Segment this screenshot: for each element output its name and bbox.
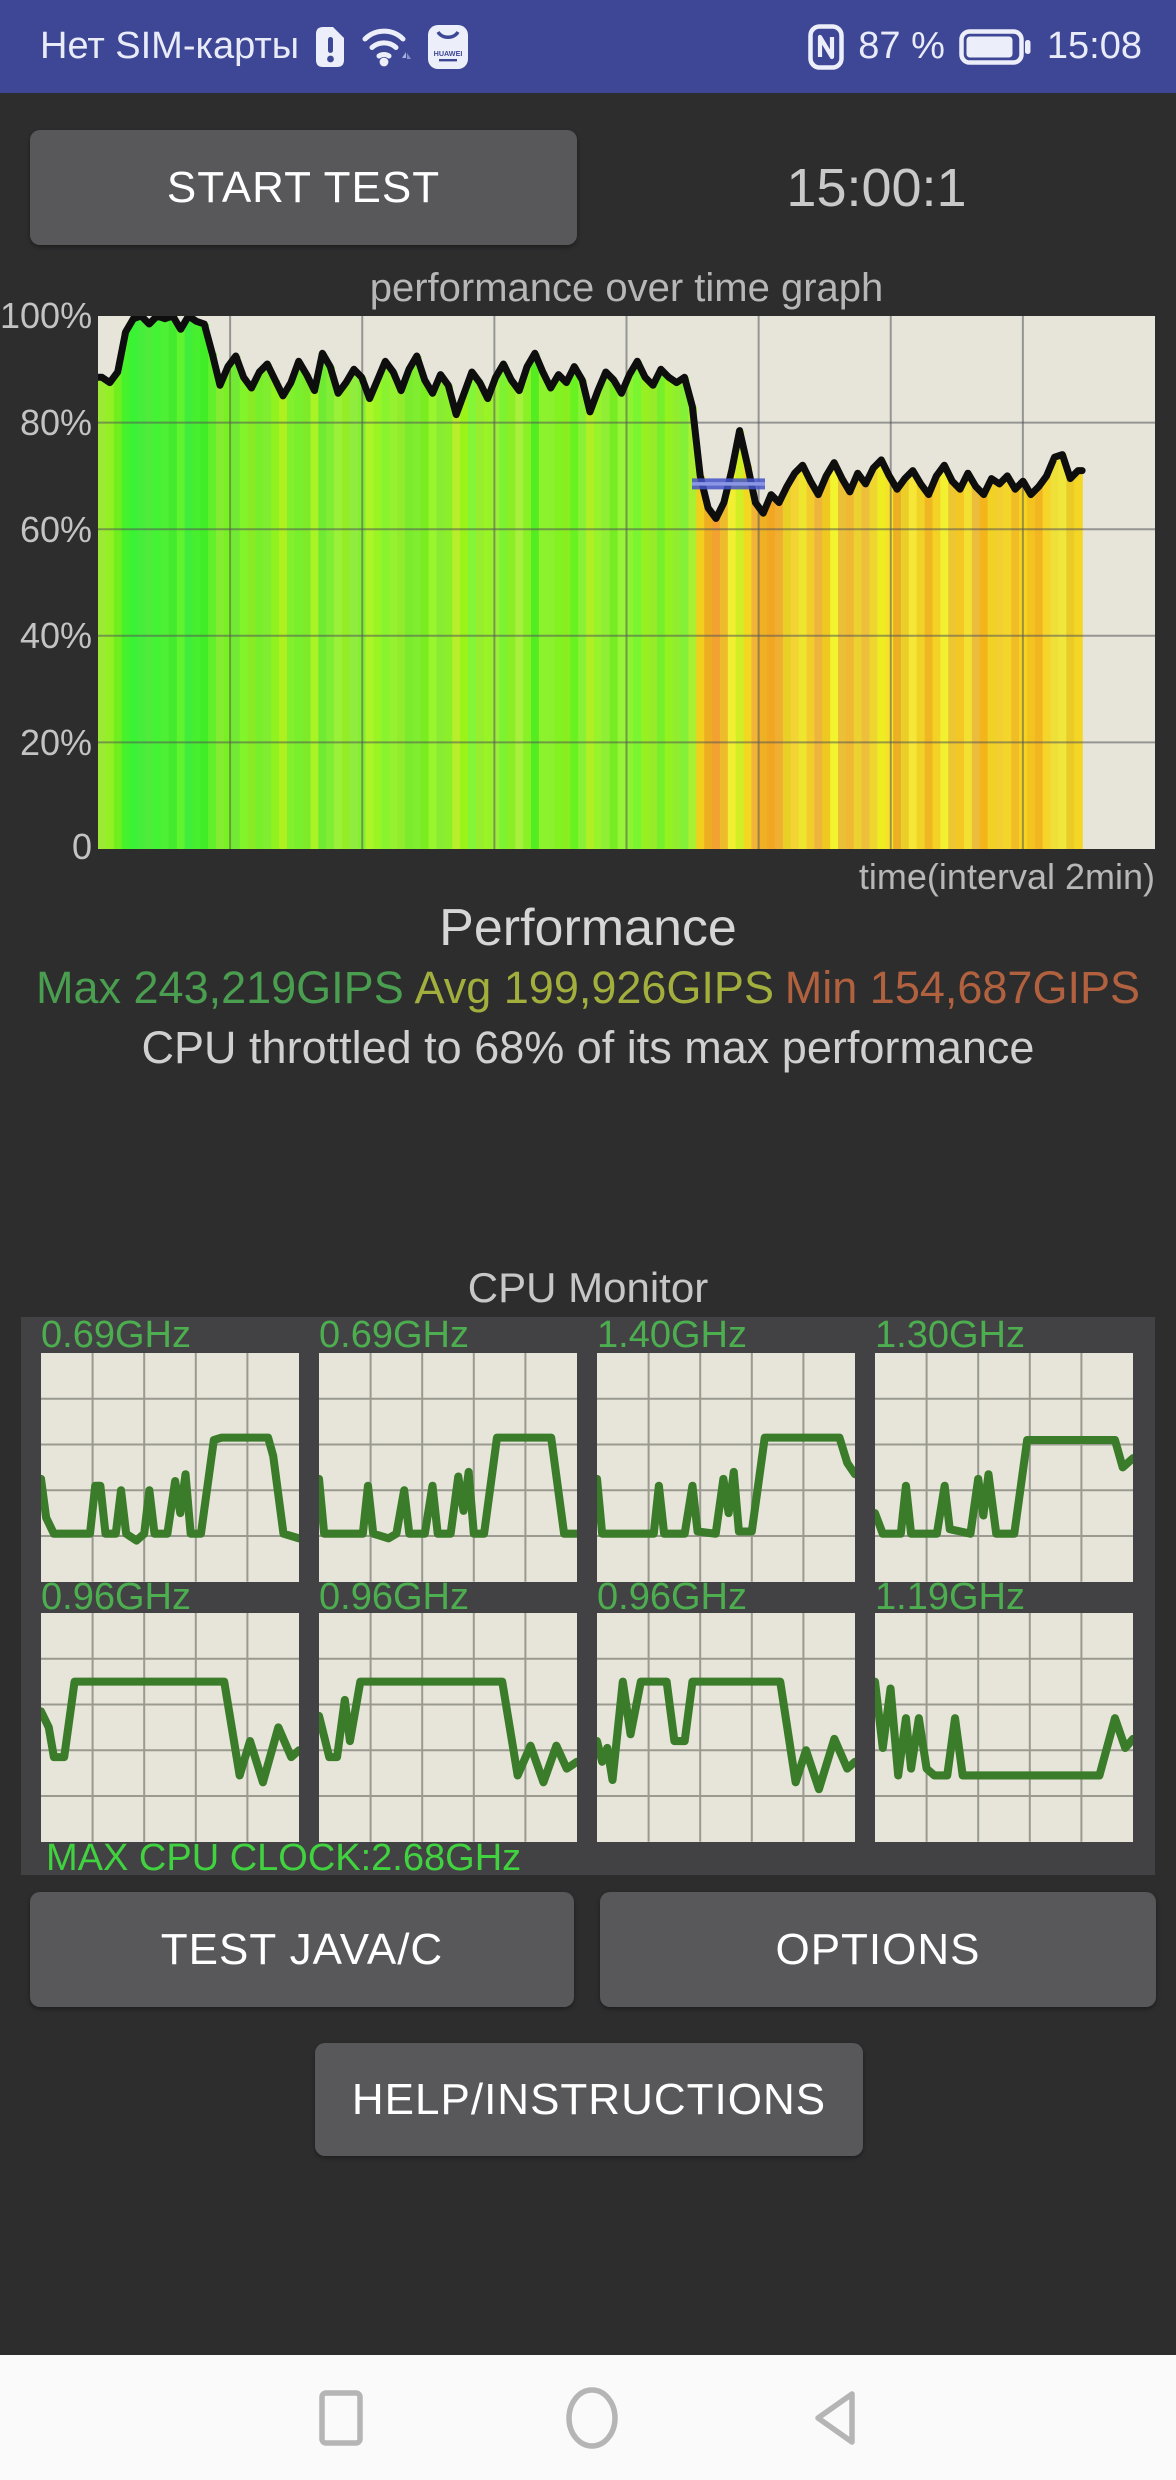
core5-frequency-chart	[41, 1613, 299, 1842]
core2-freq-label: 0.69GHz	[319, 1314, 469, 1356]
avg-gips-value: Avg 199,926GIPS	[414, 962, 774, 1013]
cpu-monitor-heading: CPU Monitor	[467, 1264, 709, 1311]
y-tick-label: 80%	[19, 402, 92, 443]
back-triangle-icon[interactable]	[810, 2388, 860, 2448]
status-bar-right: 87 % 15:08	[808, 23, 1176, 70]
battery-icon	[959, 27, 1033, 67]
x-axis-label: time(interval 2min)	[858, 856, 1155, 897]
huawei-badge-icon: HUAWEI	[427, 23, 469, 71]
core4-freq-label: 1.30GHz	[875, 1314, 1025, 1356]
throttle-note: CPU throttled to 68% of its max performa…	[141, 1022, 1035, 1073]
y-tick-label: 20%	[19, 722, 92, 763]
max-gips-value: Max 243,219GIPS	[36, 962, 404, 1013]
android-nav-bar	[0, 2355, 1176, 2480]
sim-alert-icon	[313, 24, 347, 70]
test-java-label: TEST JAVA/C	[160, 1924, 444, 1974]
core-chart-row-2	[41, 1613, 1133, 1842]
core-chart-row-1	[41, 1353, 1133, 1582]
start-test-button[interactable]: START TEST	[30, 130, 577, 245]
core-label-row-1: 0.69GHz 0.69GHz 1.40GHz 1.30GHz	[41, 1314, 1133, 1356]
performance-chart	[98, 316, 1155, 849]
core7-freq-label: 0.96GHz	[597, 1576, 747, 1618]
test-java-button[interactable]: TEST JAVA/C	[30, 1892, 574, 2007]
core6-freq-label: 0.96GHz	[319, 1576, 469, 1618]
min-gips-value: Min 154,687GIPS	[784, 962, 1140, 1013]
core8-freq-label: 1.19GHz	[875, 1576, 1025, 1618]
y-tick-label: 40%	[19, 615, 92, 656]
core-label-row-2: 0.96GHz 0.96GHz 0.96GHz 1.19GHz	[41, 1576, 1133, 1618]
help-instructions-label: HELP/INSTRUCTIONS	[351, 2074, 827, 2124]
core8-frequency-chart	[875, 1613, 1133, 1842]
options-button[interactable]: OPTIONS	[600, 1892, 1156, 2007]
y-tick-label: 60%	[19, 509, 92, 550]
home-circle-icon[interactable]	[565, 2386, 619, 2450]
status-bar-left: Нет SIM-карты HUAWEI	[0, 23, 469, 71]
performance-heading: Performance	[439, 899, 737, 957]
y-tick-label: 0	[71, 826, 92, 867]
nfc-icon	[808, 23, 845, 70]
options-label: OPTIONS	[775, 1924, 981, 1974]
clock-label: 15:08	[1046, 25, 1142, 67]
y-tick-label: 100%	[0, 295, 93, 336]
core3-frequency-chart	[597, 1353, 855, 1582]
recents-square-icon[interactable]	[319, 2389, 363, 2446]
cpu-monitor-panel: 0.69GHz 0.69GHz 1.40GHz 1.30GHz 0.96GHz …	[21, 1314, 1155, 1879]
core7-frequency-chart	[597, 1613, 855, 1842]
performance-stats-row: Max 243,219GIPS Avg 199,926GIPS Min 154,…	[36, 962, 1140, 1014]
core1-frequency-chart	[41, 1353, 299, 1582]
svg-text:HUAWEI: HUAWEI	[434, 49, 463, 58]
status-bar: Нет SIM-карты HUAWEI 87 % 15:08	[0, 0, 1176, 93]
wifi-icon	[361, 25, 413, 69]
core4-frequency-chart	[875, 1353, 1133, 1582]
max-cpu-clock-label: MAX CPU CLOCK:2.68GHz	[46, 1837, 522, 1879]
battery-percent-label: 87 %	[858, 25, 945, 67]
countdown-timer: 15:00:1	[786, 157, 967, 218]
help-instructions-button[interactable]: HELP/INSTRUCTIONS	[315, 2043, 863, 2156]
chart-title: performance over time graph	[369, 266, 884, 310]
core3-freq-label: 1.40GHz	[597, 1314, 747, 1356]
core1-freq-label: 0.69GHz	[41, 1314, 191, 1356]
core5-freq-label: 0.96GHz	[41, 1576, 191, 1618]
start-test-label: START TEST	[166, 162, 441, 212]
carrier-label: Нет SIM-карты	[40, 25, 300, 67]
core6-frequency-chart	[319, 1613, 577, 1842]
core2-frequency-chart	[319, 1353, 577, 1582]
